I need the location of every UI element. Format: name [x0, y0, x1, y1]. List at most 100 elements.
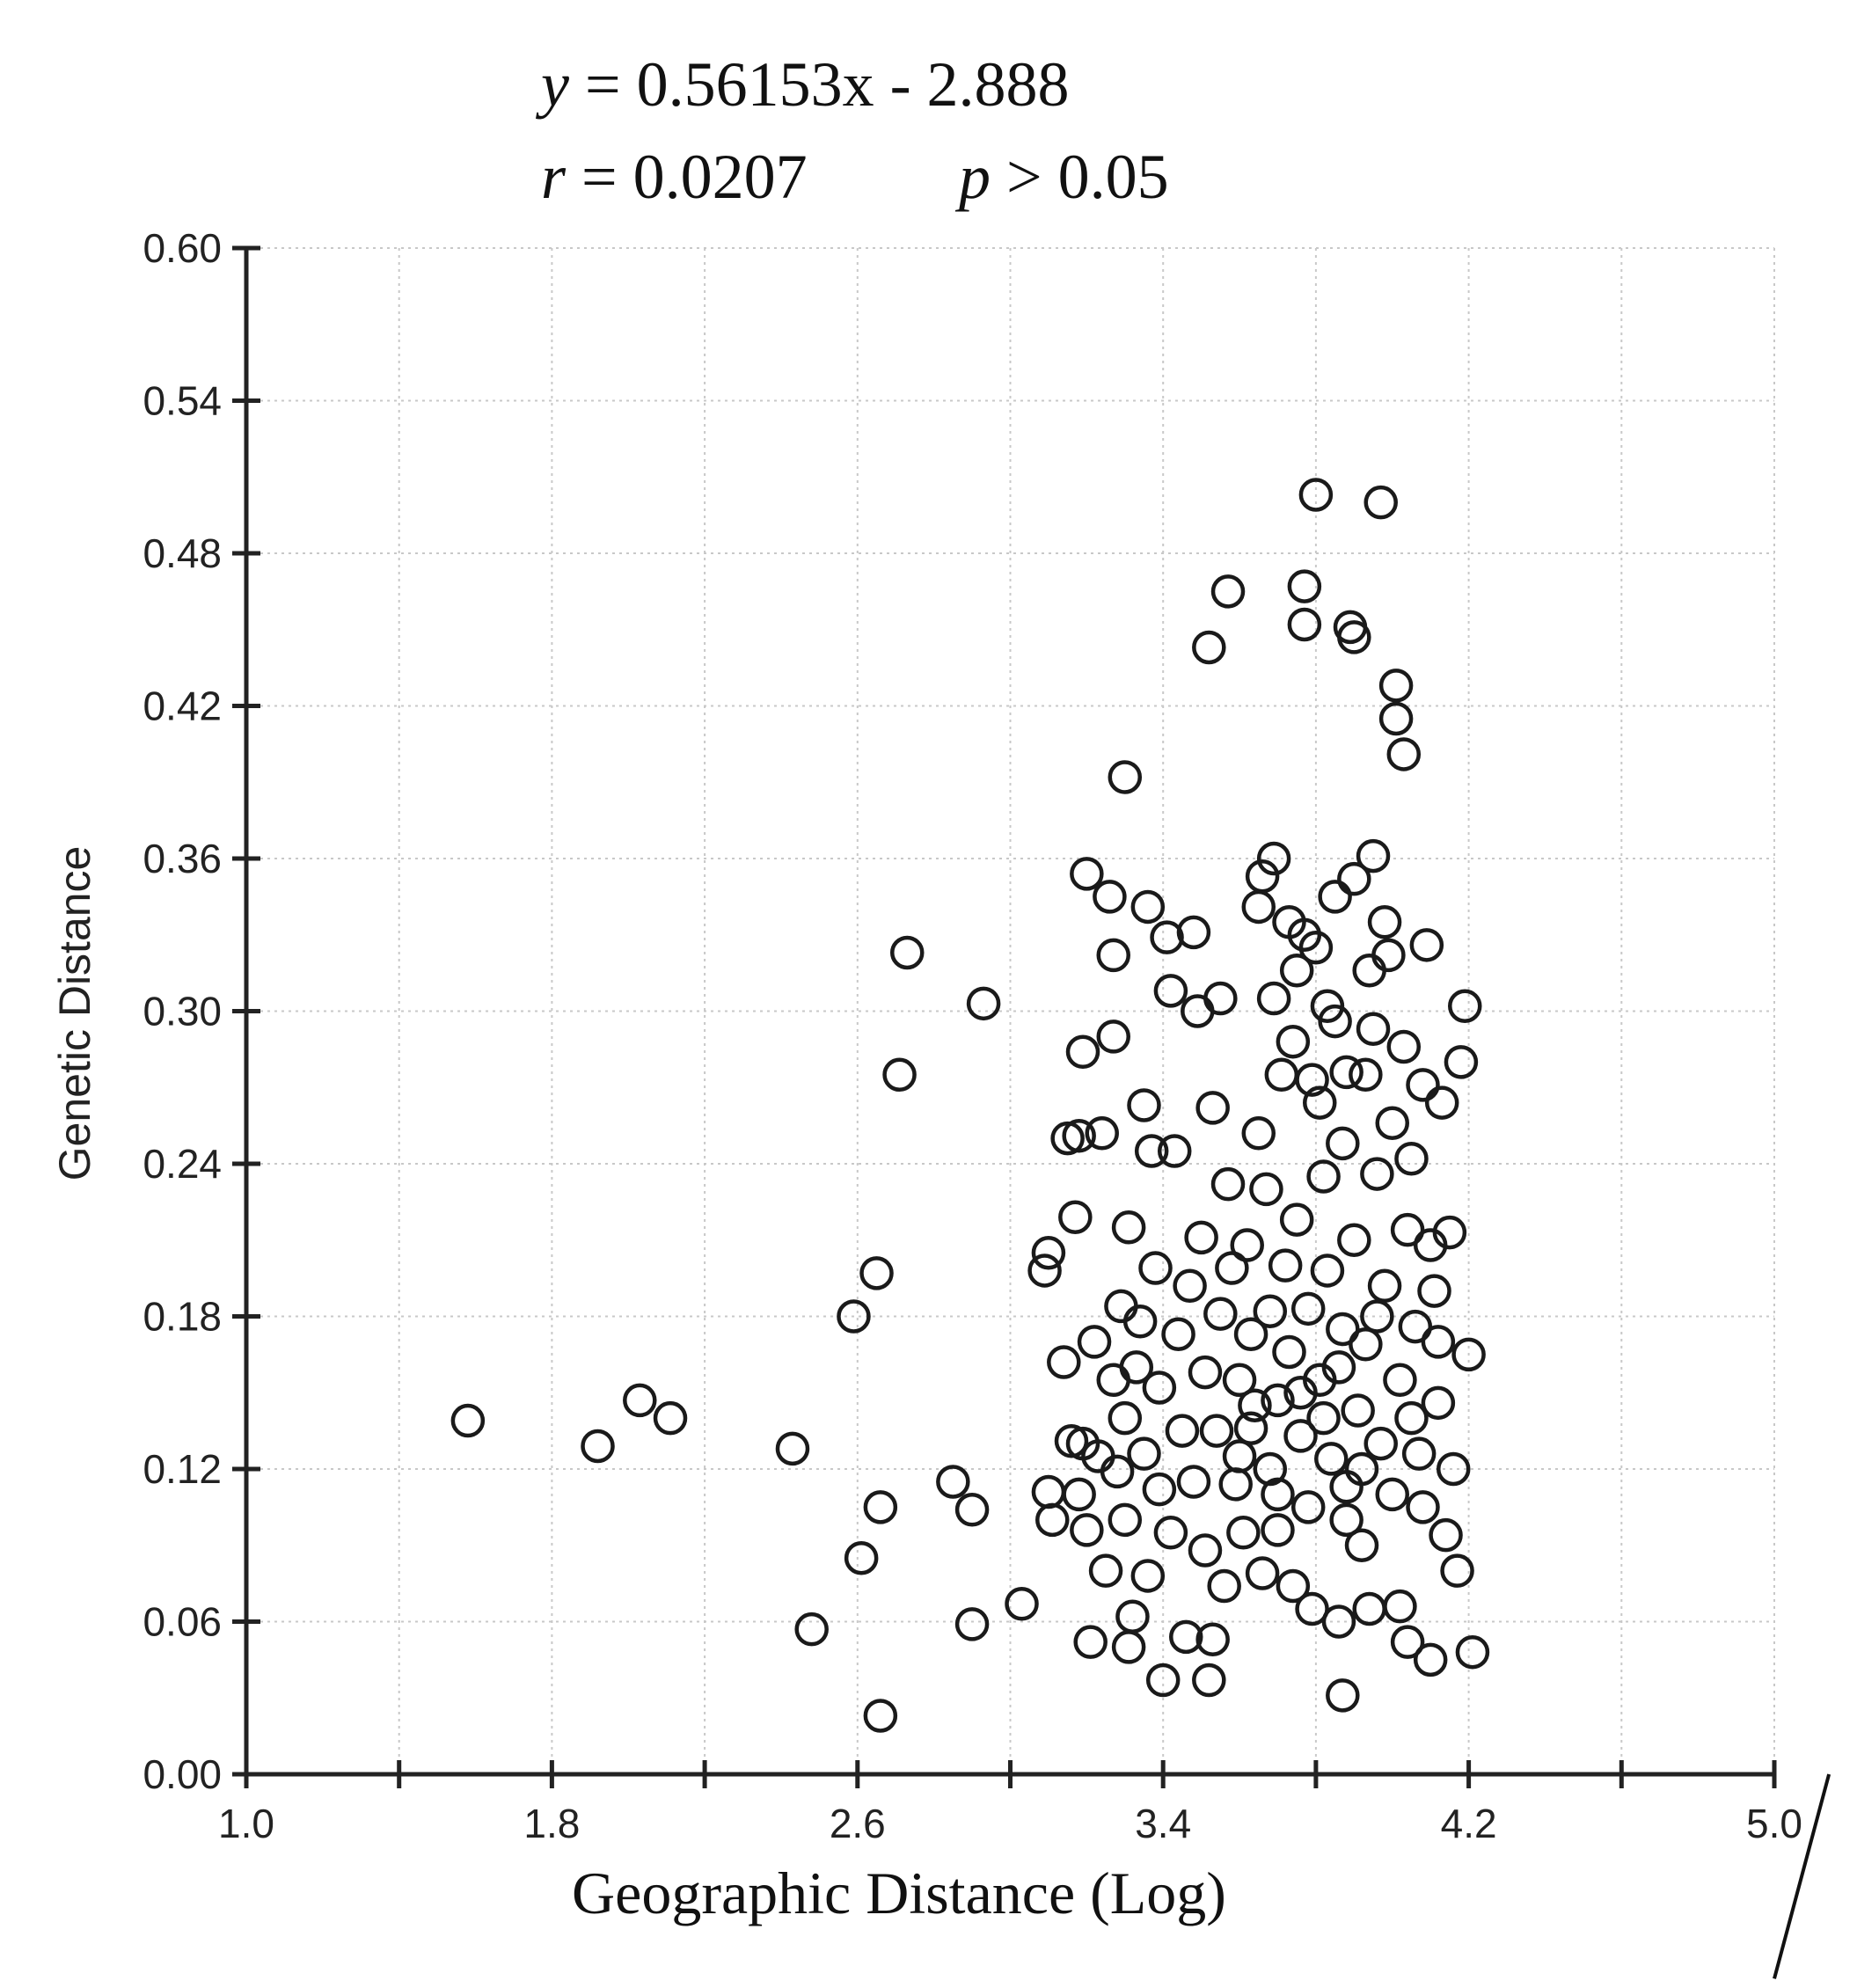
- scatter-point: [1245, 1556, 1280, 1590]
- scatter-point: [1062, 1118, 1096, 1153]
- scatter-point: [1176, 915, 1211, 950]
- scatter-point: [1406, 1068, 1440, 1102]
- equation-var-y: y: [535, 49, 569, 120]
- scatter-point: [1326, 1678, 1360, 1713]
- y-tick-label: 0.06: [143, 1599, 222, 1645]
- scatter-point: [1188, 1355, 1223, 1390]
- scatter-point: [1287, 607, 1322, 642]
- scatter-point: [882, 1057, 917, 1093]
- regression-line: [1773, 1773, 1831, 1979]
- scatter-point: [1215, 1251, 1249, 1285]
- scatter-point: [1432, 1215, 1467, 1250]
- scatter-point: [859, 1256, 894, 1290]
- y-tick-label: 0.36: [143, 836, 222, 881]
- scatter-point: [1375, 1477, 1409, 1512]
- scatter-point: [1100, 1454, 1135, 1489]
- x-tick-label: 3.4: [1135, 1801, 1191, 1846]
- y-tick-label: 0.30: [143, 989, 222, 1034]
- p-statistic: p > 0.05: [954, 142, 1169, 212]
- scatter-point: [1241, 1116, 1276, 1151]
- scatter-point: [1318, 1004, 1352, 1039]
- scatter-point: [1409, 928, 1444, 962]
- regression-layer: [1773, 1773, 1831, 1979]
- equation-line-1: y = 0.56153x - 2.888: [535, 49, 1070, 120]
- scatter-point: [1306, 1400, 1341, 1436]
- scatter-point: [1302, 1085, 1337, 1120]
- scatter-point: [1367, 905, 1402, 939]
- scatter-point: [1349, 1057, 1383, 1093]
- scatter-point: [1188, 1533, 1223, 1568]
- y-tick-label: 0.00: [143, 1751, 222, 1797]
- scatter-point: [1444, 1045, 1479, 1079]
- grid: [246, 247, 1775, 1774]
- scatter-point: [1142, 1370, 1177, 1405]
- scatter-point: [1093, 880, 1127, 914]
- scatter-point: [1352, 1591, 1386, 1626]
- scatter-point: [1058, 1200, 1093, 1234]
- scatter-point: [1195, 1091, 1230, 1125]
- scatter-point: [1210, 574, 1246, 609]
- scatter-point: [1360, 1157, 1394, 1191]
- scatter-point: [1142, 1472, 1177, 1507]
- scatter-point: [1401, 1436, 1437, 1471]
- scatter-point: [1261, 1513, 1295, 1547]
- scatter-point: [1245, 859, 1280, 894]
- scatter-point: [1318, 880, 1352, 914]
- scatter-point: [1329, 1055, 1364, 1090]
- tick-labels: 0.00 0.06 0.12 0.18 0.24 0.30 0.36 0.42 0.48 0.54…: [143, 225, 1802, 1846]
- scatter-point: [1290, 1490, 1326, 1524]
- scatter-point: [1276, 1024, 1311, 1059]
- scatter-point: [954, 1607, 990, 1641]
- scatter-point: [1290, 1291, 1326, 1327]
- scatter-point: [890, 935, 925, 970]
- scatter-point: [1283, 1419, 1318, 1453]
- scatter-point: [1383, 1363, 1417, 1398]
- scatter-point: [1111, 1210, 1146, 1245]
- x-tick-label: 1.8: [523, 1801, 580, 1846]
- scatter-point: [1130, 889, 1166, 925]
- scatter-point: [1119, 1350, 1154, 1385]
- scatter-point: [1272, 1334, 1306, 1370]
- scatter-point: [1424, 1085, 1459, 1120]
- equation-rhs: = 0.56153x - 2.888: [569, 49, 1070, 120]
- scatter-point: [1413, 1642, 1448, 1677]
- scatter-point: [1073, 1625, 1108, 1659]
- scatter-point: [1249, 1172, 1283, 1207]
- y-tick-label: 0.12: [143, 1446, 222, 1492]
- scatter-point: [1153, 974, 1188, 1008]
- scatter-point: [1344, 1451, 1379, 1487]
- scatter-point: [1111, 1630, 1146, 1664]
- scatter-point: [1153, 1516, 1188, 1550]
- scatter-point: [1326, 1312, 1360, 1347]
- scatter-point: [1337, 620, 1371, 654]
- scatter-point: [1253, 1451, 1288, 1487]
- scatter-point: [1070, 857, 1104, 891]
- scatter-point: [1329, 1469, 1364, 1504]
- r-value: = 0.0207: [566, 142, 808, 212]
- scatter-point: [1406, 1490, 1440, 1524]
- scatter-point: [1394, 1141, 1429, 1176]
- scatter-point: [1127, 1436, 1161, 1471]
- scatter-point: [1298, 478, 1334, 512]
- scatter-point: [1378, 669, 1414, 703]
- scatter-point: [1295, 1591, 1329, 1626]
- y-tick-label: 0.54: [143, 378, 222, 424]
- scatter-point: [1210, 1166, 1246, 1202]
- y-tick-label: 0.60: [143, 225, 222, 271]
- scatter-point: [1256, 841, 1291, 876]
- scatter-point: [1127, 1088, 1161, 1122]
- scatter-point: [1371, 938, 1406, 973]
- scatter-point: [1356, 838, 1391, 873]
- scatter-point: [1184, 1220, 1218, 1255]
- scatter-point: [1417, 1274, 1451, 1308]
- scatter-point: [1173, 1268, 1207, 1304]
- y-tick-label: 0.18: [143, 1294, 222, 1340]
- scatter-point: [1367, 1268, 1402, 1304]
- scatter-point: [1298, 930, 1334, 965]
- scatter-point: [1253, 1294, 1288, 1328]
- scatter-point: [1150, 920, 1184, 954]
- scatter-point: [1108, 1400, 1143, 1436]
- scatter-point: [1031, 1235, 1066, 1270]
- scatter-point: [1341, 1393, 1375, 1428]
